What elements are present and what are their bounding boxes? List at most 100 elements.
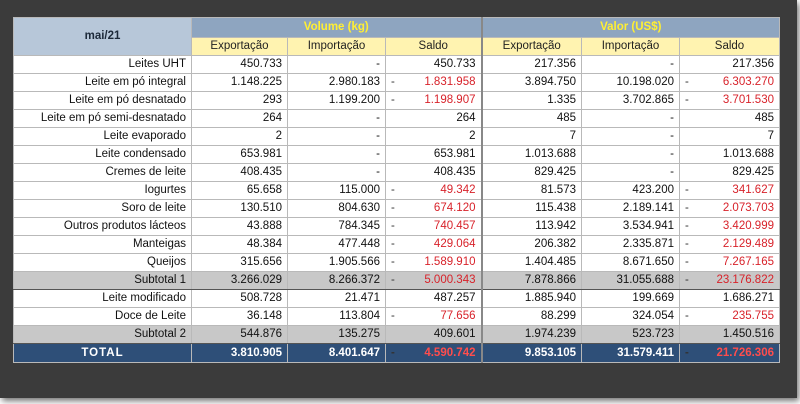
negative-marker: - [391, 274, 395, 286]
value-cell: 115.000 [287, 181, 386, 200]
saldo-cell: 1.686.271 [679, 289, 780, 308]
row-label: Doce de Leite [13, 307, 192, 326]
period-label: mai/21 [13, 17, 192, 56]
value-cell: 43.888 [191, 217, 288, 236]
cell-value: 2.073.703 [722, 202, 774, 214]
value-cell: 8.401.647 [287, 343, 386, 363]
saldo-cell-negative: - 3.701.530 [679, 91, 780, 110]
value-cell: 2.335.871 [581, 235, 680, 254]
negative-marker: - [685, 220, 689, 232]
negative-marker: - [685, 274, 689, 286]
total-row: TOTAL 3.810.905 8.401.647-4.590.742 9.853.1… [13, 343, 780, 363]
value-cell: - [581, 145, 680, 164]
cell-value: 6.303.270 [722, 76, 774, 88]
row-label: Leite em pó integral [13, 73, 192, 92]
cell-value: 3.420.999 [722, 220, 774, 232]
value-cell: - [287, 127, 386, 146]
saldo-cell-negative: - 740.457 [385, 217, 482, 236]
value-cell: 2.189.141 [581, 199, 680, 218]
negative-marker: - [391, 220, 395, 232]
saldo-cell: 1.450.516 [679, 325, 780, 344]
saldo-cell-negative: - 7.267.165 [679, 253, 780, 272]
subtotal-row: Subtotal 2 544.876 135.275 409.601 1.974.239… [13, 325, 780, 344]
value-cell: 523.723 [581, 325, 680, 344]
saldo-cell: 487.257 [385, 289, 482, 308]
cell-value: 49.342 [440, 184, 476, 196]
saldo-cell-negative: - 1.198.907 [385, 91, 482, 110]
saldo-cell-negative: - 21.726.306 [679, 343, 780, 363]
value-cell: 804.630 [287, 199, 386, 218]
row-label: Leite modificado [13, 289, 192, 308]
value-cell: 135.275 [287, 325, 386, 344]
value-cell: - [287, 109, 386, 128]
cell-value: 341.627 [732, 184, 774, 196]
row-label: Manteigas [13, 235, 192, 254]
value-cell: 7.878.866 [480, 271, 582, 290]
value-cell: 9.853.105 [480, 343, 582, 363]
saldo-cell: 450.733 [385, 55, 482, 74]
value-cell: 1.148.225 [191, 73, 288, 92]
table-row: Leite em pó integral 1.148.225 2.980.183-1… [13, 73, 780, 92]
cell-value: 1.589.910 [424, 256, 476, 268]
value-cell: - [287, 145, 386, 164]
table-row: Outros produtos lácteos 43.888 784.345-740… [13, 217, 780, 236]
table-row: Leites UHT 450.733-450.733 217.356-217.356 [13, 55, 780, 74]
value-cell: 130.510 [191, 199, 288, 218]
cell-value: 77.656 [440, 310, 476, 322]
saldo-cell-negative: - 3.420.999 [679, 217, 780, 236]
row-label: Subtotal 2 [13, 325, 192, 344]
value-cell: 1.974.239 [480, 325, 582, 344]
negative-marker: - [685, 76, 689, 88]
group-valor: Valor (US$) [480, 17, 780, 38]
negative-marker: - [391, 76, 395, 88]
negative-marker: - [685, 310, 689, 322]
value-cell: 784.345 [287, 217, 386, 236]
table-row: Leite em pó desnatado 293 1.199.200-1.198.… [13, 91, 780, 110]
cell-value: 21.726.306 [716, 347, 774, 359]
value-cell: 2.980.183 [287, 73, 386, 92]
value-cell: 3.534.941 [581, 217, 680, 236]
value-cell: 829.425 [480, 163, 582, 182]
negative-marker: - [685, 238, 689, 250]
saldo-cell: 653.981 [385, 145, 482, 164]
value-cell: 315.656 [191, 253, 288, 272]
saldo-cell-negative: - 5.000.343 [385, 271, 482, 290]
saldo-cell: 1.013.688 [679, 145, 780, 164]
cell-value: 2.129.489 [722, 238, 774, 250]
value-cell: 3.266.029 [191, 271, 288, 290]
value-cell: 423.200 [581, 181, 680, 200]
negative-marker: - [391, 256, 395, 268]
saldo-cell-negative: - 77.656 [385, 307, 482, 326]
value-cell: 408.435 [191, 163, 288, 182]
row-label: Queijos [13, 253, 192, 272]
value-cell: 477.448 [287, 235, 386, 254]
row-label: Leite em pó semi-desnatado [13, 109, 192, 128]
subheader: Importação [581, 37, 680, 56]
value-cell: 113.942 [480, 217, 582, 236]
saldo-cell: 264 [385, 109, 482, 128]
cell-value: 740.457 [433, 220, 476, 232]
saldo-cell: 485 [679, 109, 780, 128]
cell-value: 5.000.343 [424, 274, 476, 286]
saldo-cell-negative: - 49.342 [385, 181, 482, 200]
value-cell: 10.198.020 [581, 73, 680, 92]
table-row: Leite condensado 653.981-653.981 1.013.688… [13, 145, 780, 164]
negative-marker: - [391, 310, 395, 322]
saldo-cell: 409.601 [385, 325, 482, 344]
cell-value: 1.831.958 [424, 76, 476, 88]
row-label: Leite condensado [13, 145, 192, 164]
value-cell: 653.981 [191, 145, 288, 164]
negative-marker: - [685, 256, 689, 268]
value-cell: 508.728 [191, 289, 288, 308]
value-cell: - [287, 55, 386, 74]
header-row-groups: mai/21 Volume (kg) Valor (US$) [13, 17, 780, 56]
negative-marker: - [391, 94, 395, 106]
value-cell: 2 [191, 127, 288, 146]
row-label: Iogurtes [13, 181, 192, 200]
negative-marker: - [391, 238, 395, 250]
value-cell: 3.810.905 [191, 343, 288, 363]
value-cell: 81.573 [480, 181, 582, 200]
value-cell: 1.199.200 [287, 91, 386, 110]
row-label: Outros produtos lácteos [13, 217, 192, 236]
value-cell: 113.804 [287, 307, 386, 326]
